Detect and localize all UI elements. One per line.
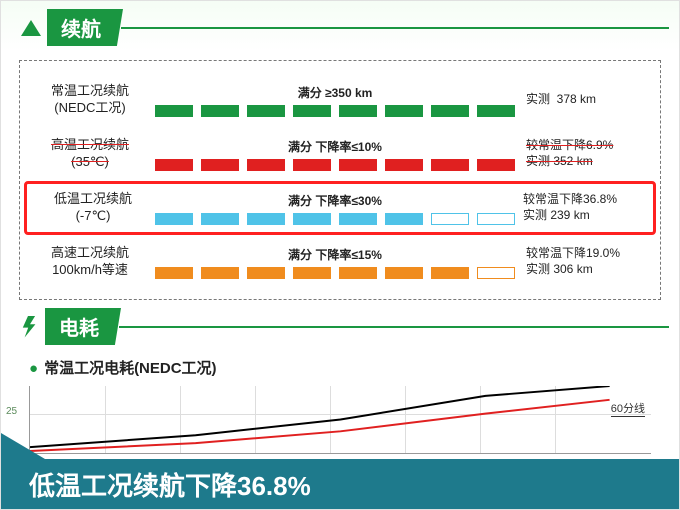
caption-text: 低温工况续航下降36.8%	[29, 466, 311, 503]
segment-bar	[155, 267, 515, 279]
segment	[293, 105, 331, 117]
segment	[201, 159, 239, 171]
segment	[293, 213, 331, 225]
bar-area: 满分 下降率≤15%	[150, 240, 520, 284]
segment	[477, 105, 515, 117]
segment	[201, 105, 239, 117]
row-label: 高速工况续航100km/h等速	[30, 245, 150, 279]
section-rule	[119, 326, 669, 328]
criteria-label: 满分 ≥350 km	[298, 84, 373, 101]
consumption-chart: 25 60分线	[29, 386, 651, 454]
range-row: 常温工况续航(NEDC工况) 满分 ≥350 km 实测 378 km	[28, 73, 652, 127]
consumption-subtitle: 常温工况电耗(NEDC工况)	[29, 357, 679, 378]
caption-triangle	[1, 433, 45, 459]
section-title-range: 续航	[47, 9, 123, 46]
bar-area: 满分 下降率≤30%	[153, 186, 517, 230]
segment	[247, 105, 285, 117]
segment	[477, 267, 515, 279]
caption-bar: 低温工况续航下降36.8%	[1, 459, 679, 509]
bar-area: 满分 下降率≤10%	[150, 132, 520, 176]
row-label: 常温工况续航(NEDC工况)	[30, 83, 150, 117]
consumption-section-header: 电耗	[21, 308, 679, 345]
section-rule	[121, 27, 669, 29]
result-values: 较常温下降6.9%实测 352 km	[520, 138, 650, 169]
segment	[339, 105, 377, 117]
result-values: 较常温下降19.0%实测 306 km	[520, 246, 650, 277]
bar-area: 满分 ≥350 km	[150, 78, 520, 122]
segment	[155, 105, 193, 117]
segment-bar	[155, 213, 515, 225]
segment	[247, 267, 285, 279]
segment	[385, 267, 423, 279]
segment	[339, 213, 377, 225]
segment	[385, 105, 423, 117]
segment	[431, 105, 469, 117]
section-title-consumption: 电耗	[45, 308, 121, 345]
row-label: 高温工况续航(35℃)	[30, 137, 150, 171]
range-section-header: 续航	[21, 9, 679, 46]
range-panel: 常温工况续航(NEDC工况) 满分 ≥350 km 实测 378 km 高温工况续航(…	[19, 60, 661, 300]
segment	[201, 213, 239, 225]
segment	[155, 159, 193, 171]
segment	[477, 213, 515, 225]
segment-bar	[155, 159, 515, 171]
segment	[339, 267, 377, 279]
segment	[339, 159, 377, 171]
result-values: 实测 378 km	[520, 92, 650, 108]
criteria-label: 满分 下降率≤10%	[288, 138, 382, 155]
segment	[385, 159, 423, 171]
criteria-label: 满分 下降率≤30%	[288, 192, 382, 209]
segment-bar	[155, 105, 515, 117]
segment	[385, 213, 423, 225]
range-row: 低温工况续航(-7℃) 满分 下降率≤30% 较常温下降36.8%实测 239 km	[24, 181, 656, 235]
flash-icon	[21, 316, 39, 338]
range-row: 高温工况续航(35℃) 满分 下降率≤10% 较常温下降6.9%实测 352 km	[28, 127, 652, 181]
segment	[431, 267, 469, 279]
criteria-label: 满分 下降率≤15%	[288, 246, 382, 263]
segment	[293, 267, 331, 279]
segment	[247, 159, 285, 171]
segment	[431, 159, 469, 171]
segment	[247, 213, 285, 225]
up-arrow-icon	[21, 20, 41, 36]
segment	[201, 267, 239, 279]
result-values: 较常温下降36.8%实测 239 km	[517, 192, 647, 223]
segment	[477, 159, 515, 171]
segment	[293, 159, 331, 171]
segment	[155, 213, 193, 225]
segment	[155, 267, 193, 279]
range-row: 高速工况续航100km/h等速 满分 下降率≤15% 较常温下降19.0%实测 30…	[28, 235, 652, 289]
chart-ytick: 25	[6, 406, 17, 417]
segment	[431, 213, 469, 225]
row-label: 低温工况续航(-7℃)	[33, 191, 153, 225]
